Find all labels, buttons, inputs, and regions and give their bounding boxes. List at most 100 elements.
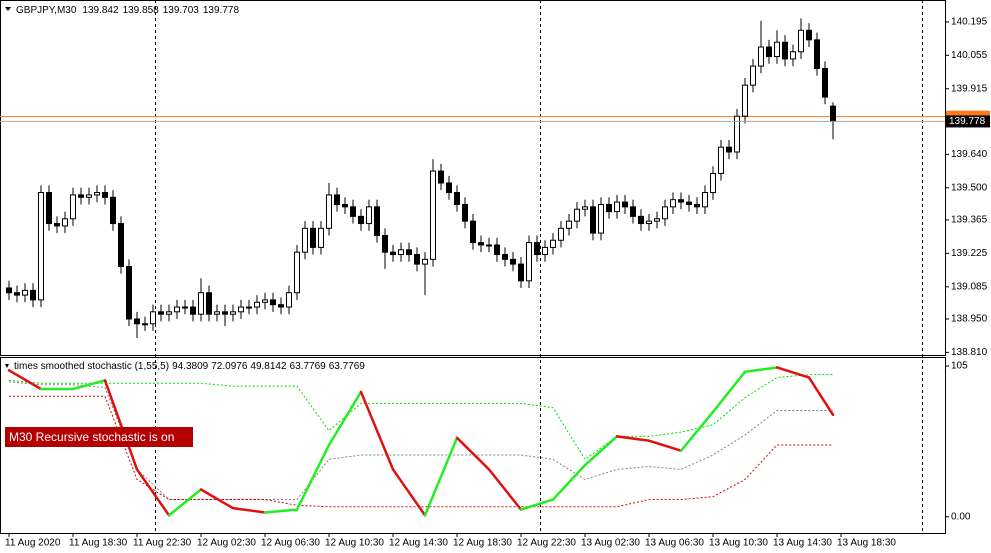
- candle-body: [350, 206, 356, 217]
- candle-body: [150, 311, 156, 325]
- stochastic-segment: [167, 488, 203, 517]
- readout: 49.8142: [250, 361, 287, 372]
- candle-body: [502, 254, 508, 260]
- notice-box[interactable]: [5, 427, 193, 447]
- candle-body: [294, 251, 300, 294]
- band-line: [8, 374, 833, 461]
- stochastic-segment: [199, 488, 235, 510]
- x-tick-label: 13 Aug 02:30: [581, 538, 640, 549]
- x-tick-label: 13 Aug 10:30: [709, 538, 768, 549]
- x-tick-label: 11 Aug 18:30: [69, 538, 128, 549]
- candle-body: [278, 304, 284, 308]
- candle-body: [486, 244, 492, 247]
- y-tick-label: 140.195: [951, 17, 988, 28]
- candle-body: [286, 292, 292, 308]
- menu-arrow[interactable]: [5, 7, 11, 11]
- candle-body: [510, 258, 516, 265]
- candle-body: [670, 199, 676, 208]
- candle-body: [574, 208, 580, 222]
- stochastic-segment: [423, 436, 459, 517]
- candle-body: [6, 287, 12, 294]
- candle-body: [206, 292, 212, 315]
- candle-body: [646, 220, 652, 225]
- stochastic-segment: [615, 435, 651, 442]
- y-tick-label: 139.500: [951, 182, 988, 193]
- candle-body: [766, 46, 772, 58]
- candle-body: [62, 218, 68, 227]
- candle-body: [710, 172, 716, 194]
- candle-body: [254, 301, 260, 308]
- candle-body: [622, 201, 628, 208]
- candle-body: [382, 234, 388, 253]
- candle-body: [246, 306, 252, 309]
- stochastic-segment: [743, 366, 779, 374]
- symbol: GBPJPY,M30: [16, 5, 77, 16]
- candle-body: [118, 223, 124, 267]
- stochastic-segment: [359, 390, 395, 471]
- candle-body: [374, 206, 380, 236]
- candle-body: [734, 115, 740, 153]
- candle-body: [38, 192, 44, 301]
- x-tick-label: 12 Aug 18:30: [453, 538, 512, 549]
- candle-body: [390, 251, 396, 256]
- candle-body: [470, 220, 476, 244]
- last-close: 139.778: [203, 5, 240, 16]
- candle-body: [230, 311, 236, 315]
- y-tick-label: 138.810: [951, 347, 988, 358]
- indicator-header: times smoothed stochastic (1,55,5) 94.380…: [14, 361, 365, 372]
- readout: 94.3809: [172, 361, 209, 372]
- x-tick-label: 11 Aug 2020: [5, 538, 61, 549]
- candle-body: [638, 215, 644, 225]
- candle-body: [790, 51, 796, 60]
- candle-body: [454, 192, 460, 205]
- indicator-pane: 105 0.00: [7, 361, 971, 522]
- price-pane: 140.195 140.055 139.915 139.640 139.500 139.3…: [0, 17, 990, 358]
- candle-body: [478, 242, 484, 246]
- readout: 63.7769: [329, 361, 366, 372]
- y-tick-label: 139.365: [951, 215, 988, 226]
- candle-body: [694, 203, 700, 208]
- candle-body: [110, 196, 116, 225]
- candle-body: [222, 311, 228, 315]
- bid-box: [946, 115, 990, 128]
- candle-body: [78, 194, 84, 198]
- y-tick-label: 139.225: [951, 248, 988, 259]
- indicator-arrow[interactable]: [5, 364, 9, 368]
- candle-body: [406, 249, 412, 256]
- stochastic-segment: [391, 468, 427, 517]
- candle-body: [606, 203, 612, 213]
- x-tick-label: 12 Aug 10:30: [325, 538, 384, 549]
- stochastic-segment: [71, 379, 107, 391]
- x-tick-label: 13 Aug 14:30: [773, 538, 832, 549]
- main-pane-frame: [0, 0, 946, 356]
- candle-body: [774, 41, 780, 58]
- stochastic-segment: [103, 379, 139, 471]
- candle-body: [558, 227, 564, 241]
- candle-body: [54, 223, 60, 227]
- stochastic-segment: [327, 390, 363, 447]
- x-tick-label: 12 Aug 02:30: [197, 538, 256, 549]
- stochastic-segment: [711, 370, 747, 414]
- candle-body: [702, 192, 708, 208]
- stochastic-segment: [551, 463, 587, 501]
- candle-body: [46, 192, 52, 225]
- candle-body: [718, 146, 724, 174]
- x-tick-label: 13 Aug 06:30: [645, 538, 704, 549]
- stochastic-segment: [263, 508, 299, 514]
- candle-body: [310, 227, 316, 248]
- stochastic-segment: [775, 366, 811, 379]
- candle-body: [758, 46, 764, 67]
- candle-body: [86, 194, 92, 198]
- candle-body: [30, 289, 36, 301]
- candle-body: [414, 254, 420, 265]
- stochastic-segment: [295, 443, 331, 511]
- candle-body: [238, 306, 244, 313]
- candle-body: [430, 170, 436, 260]
- stochastic-segment: [519, 498, 555, 511]
- stochastic-segment: [679, 410, 715, 452]
- candle-body: [366, 206, 372, 225]
- candle-body: [806, 29, 812, 41]
- notice-text[interactable]: M30 Recursive stochastic is on: [9, 430, 174, 444]
- candle-body: [462, 203, 468, 222]
- candle-body: [590, 206, 596, 234]
